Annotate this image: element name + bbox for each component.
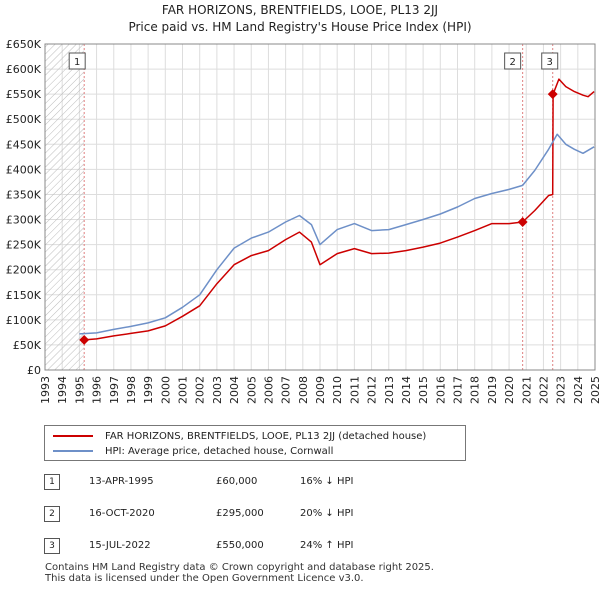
legend-item-price: FAR HORIZONS, BRENTFIELDS, LOOE, PL13 2J… <box>53 428 426 444</box>
x-tick-label: 2010 <box>331 376 344 404</box>
transaction-hpi-diff: 20% ↓ HPI <box>300 508 354 519</box>
x-tick-label: 2024 <box>572 376 585 404</box>
transaction-date: 15-JUL-2022 <box>89 540 151 551</box>
legend-label-hpi: HPI: Average price, detached house, Corn… <box>105 445 334 457</box>
plot-border <box>44 43 596 371</box>
x-tick-label: 2001 <box>177 376 190 404</box>
y-tick-label: £600K <box>6 63 42 76</box>
x-tick-label: 2017 <box>452 376 465 404</box>
x-tick-label: 2019 <box>486 376 499 404</box>
sale-label-box <box>541 52 559 70</box>
transaction-price: £295,000 <box>216 508 264 519</box>
x-tick-label: 2009 <box>314 376 327 404</box>
transaction-number: 3 <box>44 538 60 554</box>
transaction-price: £550,000 <box>216 540 264 551</box>
x-tick-label: 2014 <box>400 376 413 404</box>
sale-label-number: 3 <box>547 57 553 68</box>
chart-subtitle: Price paid vs. HM Land Registry's House … <box>128 20 472 34</box>
chart-title: FAR HORIZONS, BRENTFIELDS, LOOE, PL13 2J… <box>161 3 439 17</box>
y-tick-label: £50K <box>13 339 42 352</box>
y-tick-label: £100K <box>6 314 42 327</box>
y-tick-label: £150K <box>6 289 42 302</box>
x-tick-label: 2015 <box>417 376 430 404</box>
transaction-row: 1 13-APR-1995 £60,000 16% ↓ HPI <box>44 472 544 492</box>
x-tick-label: 2021 <box>520 376 533 404</box>
y-tick-label: £450K <box>6 138 42 151</box>
sale-marker <box>547 89 558 100</box>
x-tick-label: 2016 <box>434 376 447 404</box>
pre-data-hatch <box>45 44 85 370</box>
transaction-number: 2 <box>44 506 60 522</box>
x-tick-label: 2008 <box>297 376 310 404</box>
x-tick-label: 2007 <box>280 376 293 404</box>
x-tick-label: 1996 <box>91 376 104 404</box>
x-tick-label: 2005 <box>245 376 258 404</box>
x-tick-label: 2006 <box>262 376 275 404</box>
x-tick-label: 2025 <box>589 376 600 404</box>
transaction-date: 13-APR-1995 <box>89 476 154 487</box>
x-tick-label: 2004 <box>228 376 241 404</box>
x-tick-label: 1994 <box>56 376 69 404</box>
y-tick-label: £250K <box>6 239 42 252</box>
transaction-price: £60,000 <box>216 476 258 487</box>
transaction-row: 2 16-OCT-2020 £295,000 20% ↓ HPI <box>44 504 544 524</box>
sale-label-number: 1 <box>74 57 80 68</box>
footer: Contains HM Land Registry data © Crown c… <box>45 562 434 584</box>
x-tick-label: 1998 <box>125 376 138 404</box>
footer-licence: This data is licensed under the Open Gov… <box>45 573 364 584</box>
y-tick-label: £200K <box>6 264 42 277</box>
x-tick-label: 2013 <box>383 376 396 404</box>
x-tick-label: 2022 <box>537 376 550 404</box>
transaction-row: 3 15-JUL-2022 £550,000 24% ↑ HPI <box>44 536 544 556</box>
y-tick-label: £650K <box>6 38 42 51</box>
transaction-number: 1 <box>44 474 60 490</box>
y-tick-label: £400K <box>6 163 42 176</box>
legend-item-hpi: HPI: Average price, detached house, Corn… <box>53 443 333 459</box>
footer-copyright: Contains HM Land Registry data © Crown c… <box>45 562 434 573</box>
x-tick-label: 1999 <box>142 376 155 404</box>
legend-swatch-hpi <box>53 450 93 452</box>
transaction-hpi-diff: 24% ↑ HPI <box>300 540 354 551</box>
x-tick-label: 2003 <box>211 376 224 404</box>
price-chart: 1 2 3 £0 £50K £100K £150K £200K £250K £300K £350K… <box>6 38 600 404</box>
legend: FAR HORIZONS, BRENTFIELDS, LOOE, PL13 2J… <box>44 425 466 461</box>
x-tick-label: 2011 <box>348 376 361 404</box>
legend-swatch-price <box>53 435 93 437</box>
x-tick-label: 2018 <box>469 376 482 404</box>
x-tick-label: 1995 <box>73 376 86 404</box>
x-tick-label: 2000 <box>159 376 172 404</box>
y-tick-label: £0 <box>27 364 41 377</box>
y-tick-label: £550K <box>6 88 42 101</box>
x-tick-label: 2012 <box>366 376 379 404</box>
sale-label-box <box>504 52 522 70</box>
sale-label-box <box>68 52 86 70</box>
x-tick-label: 2002 <box>194 376 207 404</box>
transaction-date: 16-OCT-2020 <box>89 508 155 519</box>
x-tick-label: 2020 <box>503 376 516 404</box>
transaction-hpi-diff: 16% ↓ HPI <box>300 476 354 487</box>
y-tick-label: £300K <box>6 214 42 227</box>
y-tick-label: £500K <box>6 113 42 126</box>
y-tick-label: £350K <box>6 188 42 201</box>
x-tick-label: 2023 <box>555 376 568 404</box>
x-tick-label: 1997 <box>108 376 121 404</box>
price-paid-line <box>84 78 595 341</box>
x-tick-label: 1993 <box>39 376 52 404</box>
sale-marker <box>517 217 528 227</box>
legend-label-price: FAR HORIZONS, BRENTFIELDS, LOOE, PL13 2J… <box>105 430 427 442</box>
hpi-line <box>79 133 595 335</box>
sale-label-number: 2 <box>509 57 515 68</box>
